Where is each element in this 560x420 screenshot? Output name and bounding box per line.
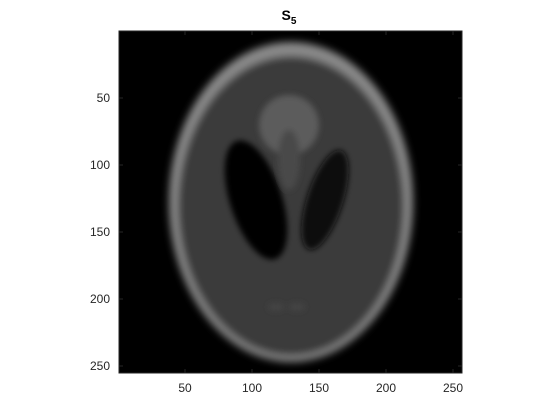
y-tick-label: 150 <box>90 225 110 239</box>
bottom-spot-right <box>289 303 305 311</box>
y-axis <box>119 97 462 367</box>
y-tick-label: 50 <box>97 91 111 105</box>
y-tick-labels: 50 100 150 200 250 <box>90 91 110 373</box>
title-subscript: 5 <box>291 16 297 27</box>
x-tick-labels: 50 100 150 200 250 <box>178 381 463 395</box>
axes-frame <box>118 30 463 374</box>
right-dark-ellipse <box>301 150 349 250</box>
figure-title: S5 <box>282 7 297 27</box>
title-main: S <box>282 7 291 23</box>
x-tick-label: 50 <box>178 381 192 395</box>
left-dark-ellipse <box>224 140 288 260</box>
center-stem <box>278 130 300 190</box>
x-tick-label: 250 <box>443 381 463 395</box>
x-axis <box>184 31 454 373</box>
y-tick-label: 100 <box>90 158 110 172</box>
bottom-spot-left <box>268 303 284 311</box>
x-tick-label: 100 <box>242 381 262 395</box>
x-tick-label: 200 <box>376 381 396 395</box>
x-tick-label: 150 <box>309 381 329 395</box>
top-blob <box>259 95 319 155</box>
y-tick-label: 250 <box>90 359 110 373</box>
phantom-image <box>119 31 462 373</box>
y-tick-label: 200 <box>90 292 110 306</box>
inner-region <box>178 56 404 356</box>
